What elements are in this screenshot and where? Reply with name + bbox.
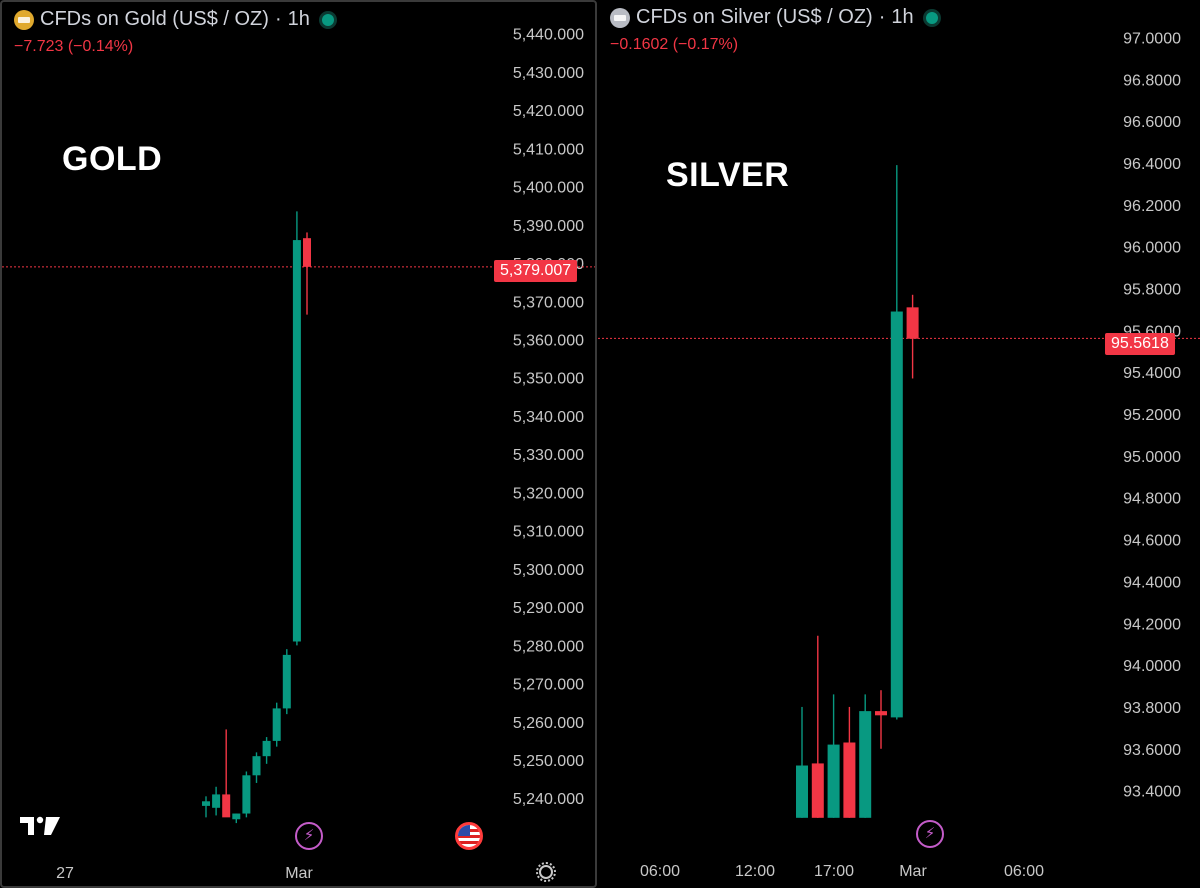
x-tick-label: 12:00 [735, 863, 775, 880]
y-tick-label: 96.4000 [1123, 156, 1181, 173]
y-tick-label: 93.6000 [1123, 742, 1181, 759]
y-tick-label: 5,410.000 [513, 141, 584, 158]
y-tick-label: 5,290.000 [513, 600, 584, 617]
candle-body [303, 238, 311, 267]
gold-chart-panel: CFDs on Gold (US$ / OZ) · 1h −7.723 (−0.… [0, 0, 597, 888]
gold-price-change: −7.723 (−0.14%) [14, 38, 134, 55]
x-tick-label: Mar [899, 863, 927, 880]
x-tick-label: 27 [56, 865, 74, 882]
y-tick-label: 5,300.000 [513, 562, 584, 579]
candle-body [242, 775, 251, 814]
silver-overlay-label: SILVER [666, 156, 790, 194]
market-open-status-icon [925, 11, 938, 24]
y-tick-label: 5,440.000 [513, 27, 584, 44]
y-tick-label: 94.8000 [1123, 491, 1181, 508]
y-tick-label: 96.8000 [1123, 72, 1181, 89]
y-tick-label: 5,270.000 [513, 677, 584, 694]
gold-header: CFDs on Gold (US$ / OZ) · 1h [14, 8, 334, 31]
candle-body [212, 794, 221, 808]
candle-body [811, 763, 824, 818]
y-tick-label: 5,250.000 [513, 753, 584, 770]
y-tick-label: 5,360.000 [513, 332, 584, 349]
y-tick-label: 97.0000 [1123, 30, 1181, 47]
y-tick-label: 5,370.000 [513, 294, 584, 311]
candle-body [875, 711, 887, 716]
x-tick-label: 06:00 [1004, 863, 1044, 880]
y-tick-label: 5,430.000 [513, 65, 584, 82]
candle-body [890, 311, 903, 718]
silver-candlestick-chart[interactable]: 93.4000 93.6000 93.8000 94.0000 94.2000 94.40… [598, 0, 1200, 888]
silver-coin-icon [610, 7, 630, 28]
silver-header: CFDs on Silver (US$ / OZ) · 1h [610, 6, 938, 29]
candle-body [202, 801, 210, 806]
candle-body [222, 794, 231, 818]
y-tick-label: 5,260.000 [513, 715, 584, 732]
lightning-icon[interactable]: ⚡ [916, 820, 944, 848]
tradingview-logo-icon [20, 816, 60, 835]
candle-body [796, 765, 808, 818]
y-tick-label: 5,280.000 [513, 638, 584, 655]
silver-chart-panel: CFDs on Silver (US$ / OZ) · 1h −0.1602 (… [598, 0, 1200, 888]
y-tick-label: 5,420.000 [513, 103, 584, 120]
candle-body [262, 740, 271, 757]
candle-body [843, 742, 856, 818]
candle-body [859, 711, 872, 818]
candle-body [906, 307, 919, 339]
y-tick-label: 94.6000 [1123, 533, 1181, 550]
x-tick-label: 06:00 [640, 863, 680, 880]
candle-body [232, 813, 241, 820]
y-tick-label: 95.8000 [1123, 282, 1181, 299]
y-tick-label: 94.0000 [1123, 658, 1181, 675]
y-tick-label: 93.8000 [1123, 700, 1181, 717]
settings-gear-icon[interactable] [536, 862, 556, 882]
y-tick-label: 5,390.000 [513, 218, 584, 235]
lightning-icon[interactable]: ⚡ [295, 822, 323, 850]
gold-symbol-title[interactable]: CFDs on Gold (US$ / OZ) [40, 8, 269, 30]
y-tick-label: 96.6000 [1123, 114, 1181, 131]
y-tick-label: 5,350.000 [513, 371, 584, 388]
y-tick-label: 5,310.000 [513, 524, 584, 541]
y-tick-label: 5,320.000 [513, 485, 584, 502]
gold-coin-icon [14, 9, 34, 30]
y-tick-label: 5,340.000 [513, 409, 584, 426]
y-tick-label: 95.0000 [1123, 449, 1181, 466]
x-tick-label: 17:00 [814, 863, 854, 880]
y-tick-label: 5,400.000 [513, 180, 584, 197]
us-flag-icon[interactable] [455, 822, 483, 850]
candle-body [827, 744, 840, 818]
x-tick-label: Mar [285, 865, 313, 882]
gold-candlestick-chart[interactable]: 5,240.000 5,250.000 5,260.000 5,270.000 5,28… [2, 2, 597, 888]
gold-last-price-tag: 5,379.007 [494, 260, 578, 282]
candle-body [252, 756, 261, 776]
y-tick-label: 93.4000 [1123, 784, 1181, 801]
silver-last-price-tag: 95.5618 [1105, 333, 1175, 355]
market-open-status-icon [321, 13, 334, 26]
gold-overlay-label: GOLD [62, 140, 163, 178]
y-tick-label: 94.2000 [1123, 616, 1181, 633]
candle-body [272, 708, 281, 741]
y-tick-label: 5,240.000 [513, 791, 584, 808]
y-tick-label: 95.4000 [1123, 365, 1181, 382]
silver-interval[interactable]: 1h [891, 6, 914, 28]
gold-interval[interactable]: 1h [287, 8, 310, 30]
silver-symbol-title[interactable]: CFDs on Silver (US$ / OZ) [636, 6, 873, 28]
y-tick-label: 5,330.000 [513, 447, 584, 464]
candle-body [292, 240, 301, 642]
candle-body [282, 654, 291, 709]
y-tick-label: 94.4000 [1123, 574, 1181, 591]
y-tick-label: 95.2000 [1123, 407, 1181, 424]
silver-price-change: −0.1602 (−0.17%) [610, 36, 739, 53]
y-tick-label: 96.2000 [1123, 198, 1181, 215]
y-tick-label: 96.0000 [1123, 240, 1181, 257]
